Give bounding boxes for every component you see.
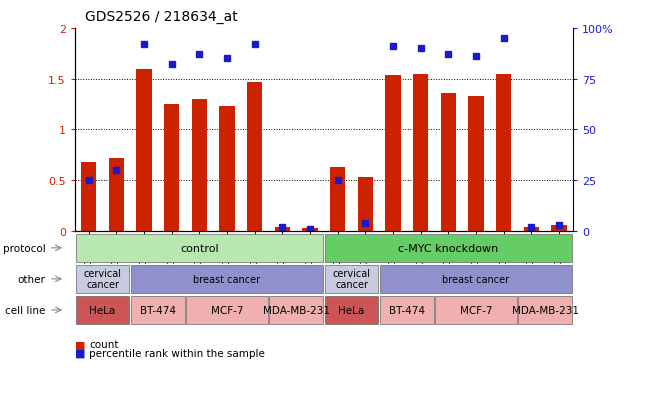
Text: cell line: cell line [5, 305, 46, 315]
Bar [76, 235, 323, 262]
Bar [441, 94, 456, 231]
Bar [303, 228, 318, 231]
Bar [186, 297, 268, 324]
Text: HeLa: HeLa [89, 305, 116, 315]
Bar [469, 97, 484, 231]
Bar [81, 162, 96, 231]
Bar [385, 76, 400, 231]
Text: other: other [18, 274, 46, 284]
Bar [496, 74, 511, 231]
Bar [76, 266, 130, 293]
Bar [325, 266, 378, 293]
Text: BT-474: BT-474 [389, 305, 425, 315]
Text: ■: ■ [75, 348, 85, 358]
Text: cervical
cancer: cervical cancer [83, 269, 122, 290]
Text: count: count [89, 339, 118, 349]
Bar [524, 227, 539, 231]
Bar [275, 227, 290, 231]
Bar [518, 297, 572, 324]
Bar [330, 168, 345, 231]
Bar [358, 178, 373, 231]
Bar [164, 105, 179, 231]
Bar [192, 100, 207, 231]
Text: GDS2526 / 218634_at: GDS2526 / 218634_at [85, 10, 238, 24]
Text: BT-474: BT-474 [140, 305, 176, 315]
Text: breast cancer: breast cancer [443, 274, 510, 284]
Text: control: control [180, 243, 219, 253]
Bar [219, 107, 234, 231]
Text: MCF-7: MCF-7 [211, 305, 243, 315]
Bar [131, 266, 323, 293]
Bar [380, 297, 434, 324]
Bar [436, 297, 517, 324]
Text: breast cancer: breast cancer [193, 274, 260, 284]
Text: MCF-7: MCF-7 [460, 305, 492, 315]
Bar [325, 297, 378, 324]
Bar [137, 69, 152, 231]
Text: MDA-MB-231: MDA-MB-231 [512, 305, 579, 315]
Text: cervical
cancer: cervical cancer [333, 269, 370, 290]
Text: MDA-MB-231: MDA-MB-231 [263, 305, 329, 315]
Text: percentile rank within the sample: percentile rank within the sample [89, 348, 265, 358]
Text: c-MYC knockdown: c-MYC knockdown [398, 243, 499, 253]
Bar [380, 266, 572, 293]
Bar [131, 297, 185, 324]
Bar [413, 74, 428, 231]
Text: HeLa: HeLa [339, 305, 365, 315]
Bar [247, 83, 262, 231]
Text: ■: ■ [75, 339, 85, 349]
Bar [325, 235, 572, 262]
Bar [109, 159, 124, 231]
Bar [551, 225, 566, 231]
Bar [76, 297, 130, 324]
Text: protocol: protocol [3, 243, 46, 253]
Bar [270, 297, 323, 324]
